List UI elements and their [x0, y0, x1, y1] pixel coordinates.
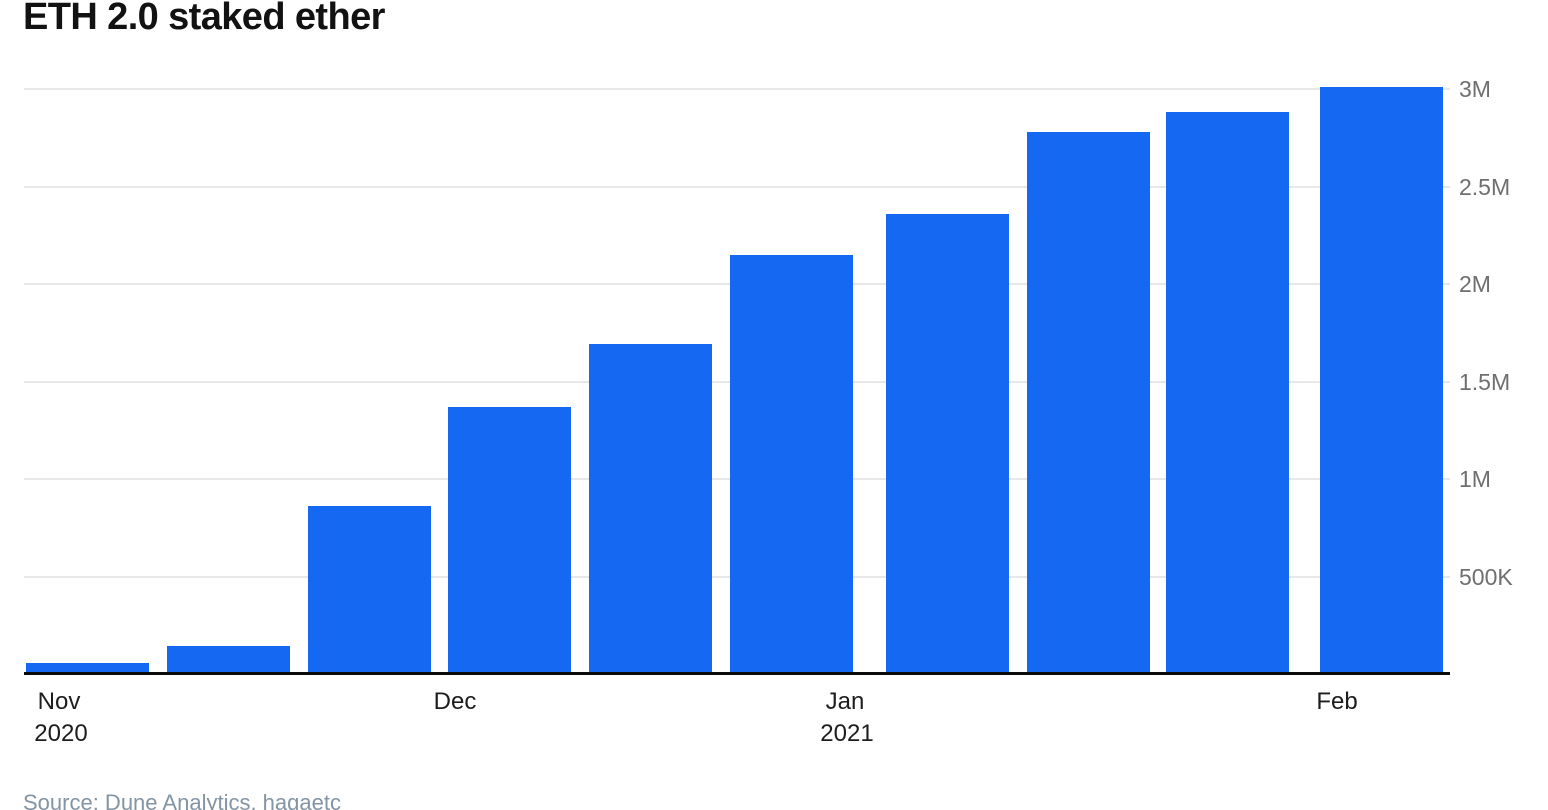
bar	[1320, 87, 1443, 674]
bar	[886, 214, 1009, 674]
y-axis-label: 2.5M	[1459, 173, 1511, 200]
y-axis-label: 3M	[1459, 76, 1491, 102]
y-axis-label: 1M	[1459, 466, 1491, 492]
x-axis-tick-label: Nov	[37, 688, 81, 715]
gridline	[24, 88, 1450, 90]
x-axis-tick-label: Jan	[825, 688, 865, 715]
bar	[167, 646, 290, 674]
bar	[26, 663, 149, 674]
x-axis-tick-label: Feb	[1316, 688, 1358, 715]
x-axis-line	[24, 672, 1450, 675]
y-axis-label: 500K	[1459, 563, 1513, 590]
bar	[589, 344, 712, 674]
chart-title: ETH 2.0 staked ether	[23, 0, 385, 38]
x-axis-year-label: 2020	[34, 720, 88, 747]
bar	[1166, 112, 1289, 674]
bar	[1027, 132, 1150, 674]
y-axis-label: 2M	[1459, 271, 1491, 297]
x-axis-year-label: 2021	[820, 720, 874, 747]
gridline	[24, 185, 1450, 188]
source-line: Source: Dune Analytics, hagaetc	[23, 790, 341, 810]
bar	[730, 255, 853, 674]
x-axis-tick-label: Dec	[433, 688, 477, 715]
bar	[308, 506, 431, 674]
y-axis-label: 1.5M	[1459, 368, 1511, 395]
bar	[448, 407, 571, 674]
